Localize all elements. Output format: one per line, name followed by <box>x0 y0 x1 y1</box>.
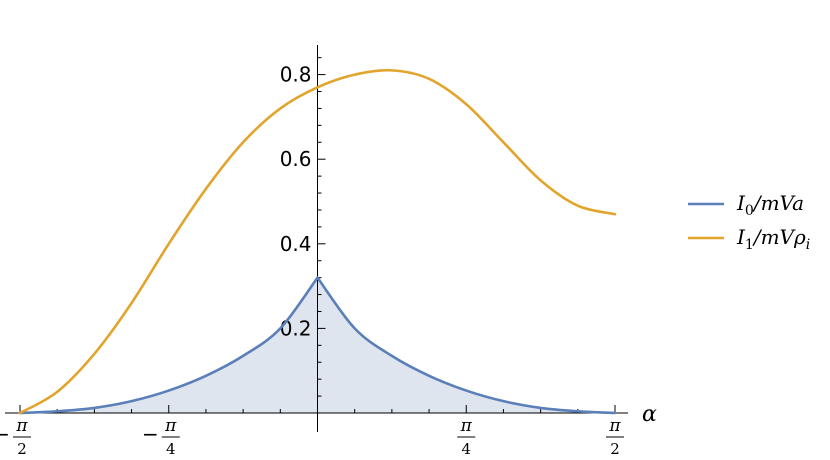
series-line-1 <box>18 68 617 415</box>
x-tick-numerator: π <box>460 416 473 436</box>
y-axis: 0.2 0.4 0.6 0.8 <box>280 45 326 432</box>
y-tick-label-3: 0.8 <box>280 63 312 87</box>
x-tick-denominator: 4 <box>461 440 471 458</box>
x-tick-sign: − <box>0 422 10 446</box>
x-tick-denominator: 2 <box>610 440 620 458</box>
y-tick-label-0: 0.2 <box>280 316 312 340</box>
x-tick-numerator: π <box>608 416 621 436</box>
x-tick-denominator: 2 <box>17 440 27 458</box>
legend-label: I0/mVa <box>736 191 804 219</box>
x-tick-label-1: − π 4 <box>142 416 180 458</box>
series-line-0 <box>18 276 617 415</box>
x-tick-numerator: π <box>164 416 177 436</box>
x-tick-label-0: − π 2 <box>0 416 31 458</box>
x-tick-denominator: 4 <box>166 440 176 458</box>
x-tick-numerator: π <box>15 416 28 436</box>
x-tick-sign: − <box>142 422 159 446</box>
legend: I0/mVa I1/mVρi <box>688 191 810 253</box>
x-tick-label-3: π2 <box>606 416 624 458</box>
legend-label: I1/mVρi <box>736 225 810 253</box>
lines-layer <box>18 68 617 415</box>
legend-item-1: I1/mVρi <box>688 225 810 253</box>
legend-item-0: I0/mVa <box>688 191 804 219</box>
y-tick-label-1: 0.4 <box>280 232 312 256</box>
y-tick-label-2: 0.6 <box>280 147 312 171</box>
x-axis-label: α <box>642 402 657 427</box>
x-tick-label-2: π4 <box>457 416 476 458</box>
